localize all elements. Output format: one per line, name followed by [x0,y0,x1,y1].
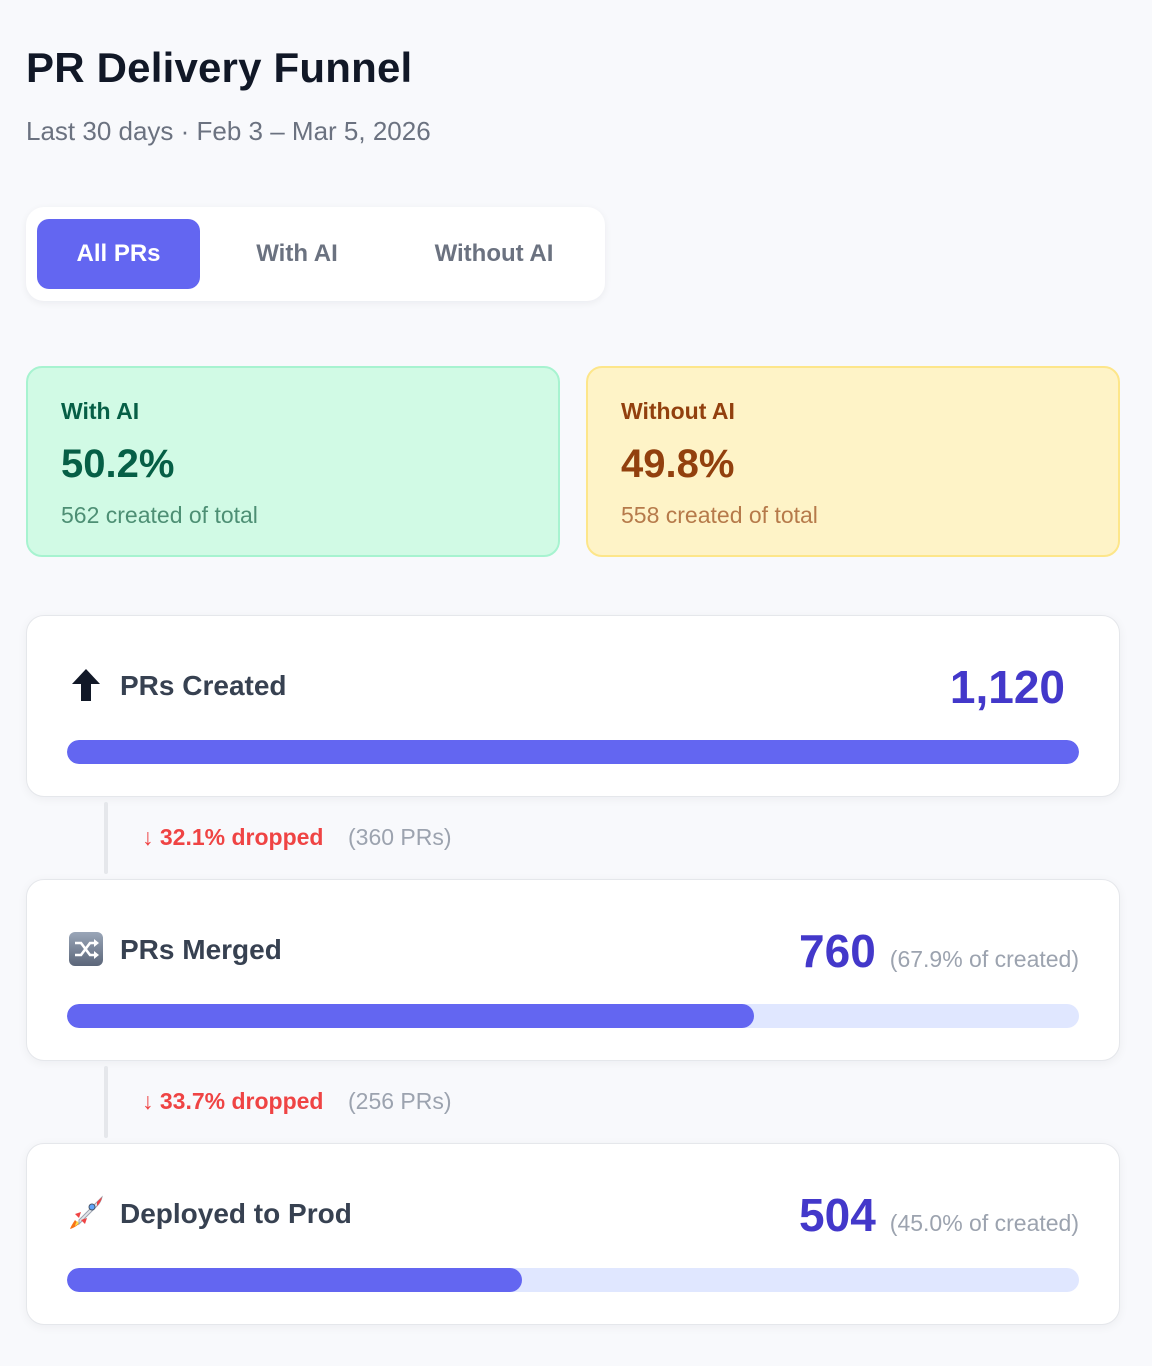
stage-count: 760 [799,925,876,977]
without-ai-summary-card: Without AI 49.8% 558 created of total [586,366,1120,557]
drop-pr-count: (360 PRs) [348,824,452,850]
stage-label: PRs Created [120,670,287,701]
rocket-icon [67,1194,105,1232]
drop-off-merged: ↓ 32.1% dropped (360 PRs) [104,802,704,874]
with-ai-percentage: 50.2% [61,442,175,486]
drop-percentage: ↓ 33.7% dropped [142,1088,324,1114]
filter-without-ai-button[interactable]: Without AI [434,240,554,267]
with-ai-summary-card: With AI 50.2% 562 created of total [26,366,560,557]
filter-all-prs-button[interactable]: All PRs [37,219,200,289]
progress-track [67,740,1079,764]
drop-percentage: ↓ 32.1% dropped [142,824,324,850]
stage-count: 1,120 [949,661,1065,713]
connector-line [104,1066,108,1138]
without-ai-percentage: 49.8% [621,442,735,486]
without-ai-label: Without AI [621,398,735,424]
without-ai-created-count: 558 created of total [621,502,818,528]
with-ai-label: With AI [61,398,140,424]
filter-with-ai-button[interactable]: With AI [256,240,338,267]
date-range-subtitle: Last 30 days · Feb 3 – Mar 5, 2026 [26,116,431,146]
funnel-stage-deployed: Deployed to Prod 504 (45.0% of created) [26,1143,1120,1325]
stage-label: Deployed to Prod [120,1198,352,1229]
up-arrow-icon [67,666,105,704]
stage-percent-of-created: (67.9% of created) [889,946,1079,972]
connector-line [104,802,108,874]
stage-count: 504 [799,1189,876,1241]
shuffle-icon [67,930,105,968]
stage-label: PRs Merged [120,934,282,965]
stage-percent-of-created: (45.0% of created) [889,1210,1079,1236]
drop-off-deployed: ↓ 33.7% dropped (256 PRs) [104,1066,704,1138]
progress-fill [67,740,1079,764]
progress-track [67,1004,1079,1028]
progress-track [67,1268,1079,1292]
funnel-stage-created: PRs Created 1,120 [26,615,1120,797]
funnel-stage-merged: PRs Merged 760 (67.9% of created) [26,879,1120,1061]
with-ai-created-count: 562 created of total [61,502,258,528]
page-title: PR Delivery Funnel [26,44,413,91]
progress-fill [67,1004,755,1028]
progress-fill [67,1268,523,1292]
pr-filter-segmented-control: All PRs With AI Without AI [26,207,605,301]
drop-pr-count: (256 PRs) [348,1088,452,1114]
